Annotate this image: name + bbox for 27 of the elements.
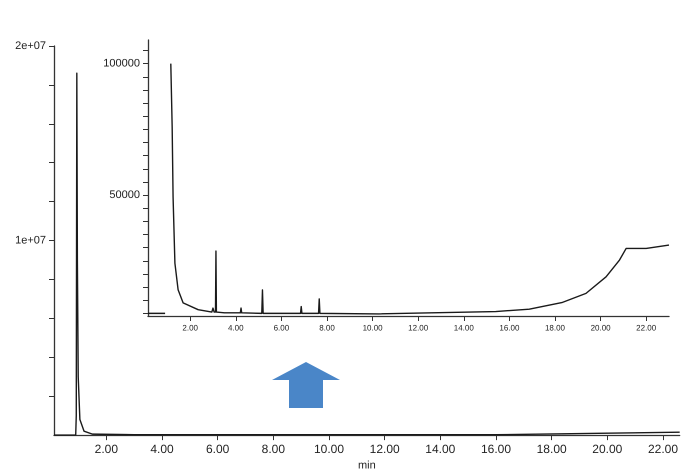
x-tick-label: 14.00	[454, 324, 474, 332]
x-tick-label: 4.00	[228, 324, 244, 332]
y-tick-label: 2e+07	[15, 40, 46, 52]
y-tick-label: 1e+07	[15, 234, 46, 247]
y-tick-label: 50000	[109, 189, 140, 202]
x-tick-label: 8.00	[262, 442, 286, 456]
x-tick-label: 12.00	[370, 442, 400, 456]
x-tick-label: 18.00	[544, 324, 566, 332]
x-tick-label: 16.00	[499, 324, 520, 332]
x-tick-label: 22.00	[648, 442, 678, 456]
x-tick-label: 18.00	[536, 442, 567, 456]
x-tick-label: 12.00	[408, 324, 429, 332]
x-tick-label: 6.00	[206, 442, 230, 456]
x-tick-label: 20.00	[590, 324, 612, 332]
x-tick-label: 4.00	[150, 442, 174, 456]
x-tick-label: 2.00	[94, 442, 118, 456]
x-tick-label: 16.00	[480, 442, 512, 456]
x-tick-label: 10.00	[314, 442, 344, 456]
x-tick-label: 20.00	[592, 442, 623, 456]
x-tick-label: 8.00	[319, 324, 336, 332]
x-tick-label: 6.00	[274, 324, 290, 332]
x-tick-label: 14.00	[425, 442, 456, 456]
y-tick-label: 100000	[103, 58, 140, 70]
x-axis-title: min	[358, 460, 376, 472]
x-tick-label: 22.00	[636, 324, 657, 332]
x-tick-label: 10.00	[362, 324, 384, 332]
x-tick-label: 2.00	[182, 324, 199, 332]
